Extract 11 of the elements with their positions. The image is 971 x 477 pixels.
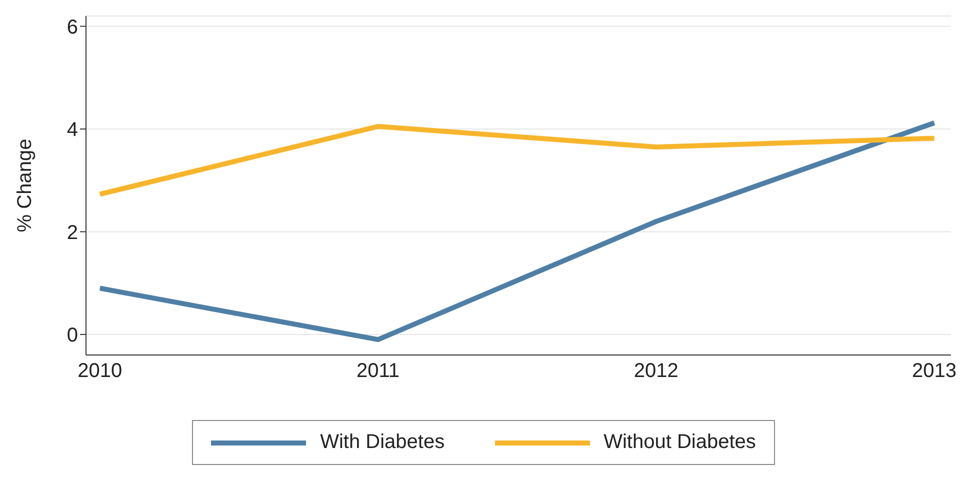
x-tick-label: 2012 [634, 360, 678, 382]
legend-label: With Diabetes [319, 431, 445, 454]
y-tick-label: 6 [66, 16, 78, 38]
y-tick-label: 0 [66, 324, 78, 347]
x-tick-label: 2013 [912, 360, 957, 382]
y-tick-label: 2 [66, 222, 78, 244]
x-tick-label: 2010 [78, 360, 122, 382]
x-tick-label: 2011 [356, 360, 400, 382]
legend-label: Without Diabetes [602, 431, 756, 454]
y-tick-label: 4 [66, 119, 78, 142]
y-axis-title: % Change [14, 138, 36, 232]
